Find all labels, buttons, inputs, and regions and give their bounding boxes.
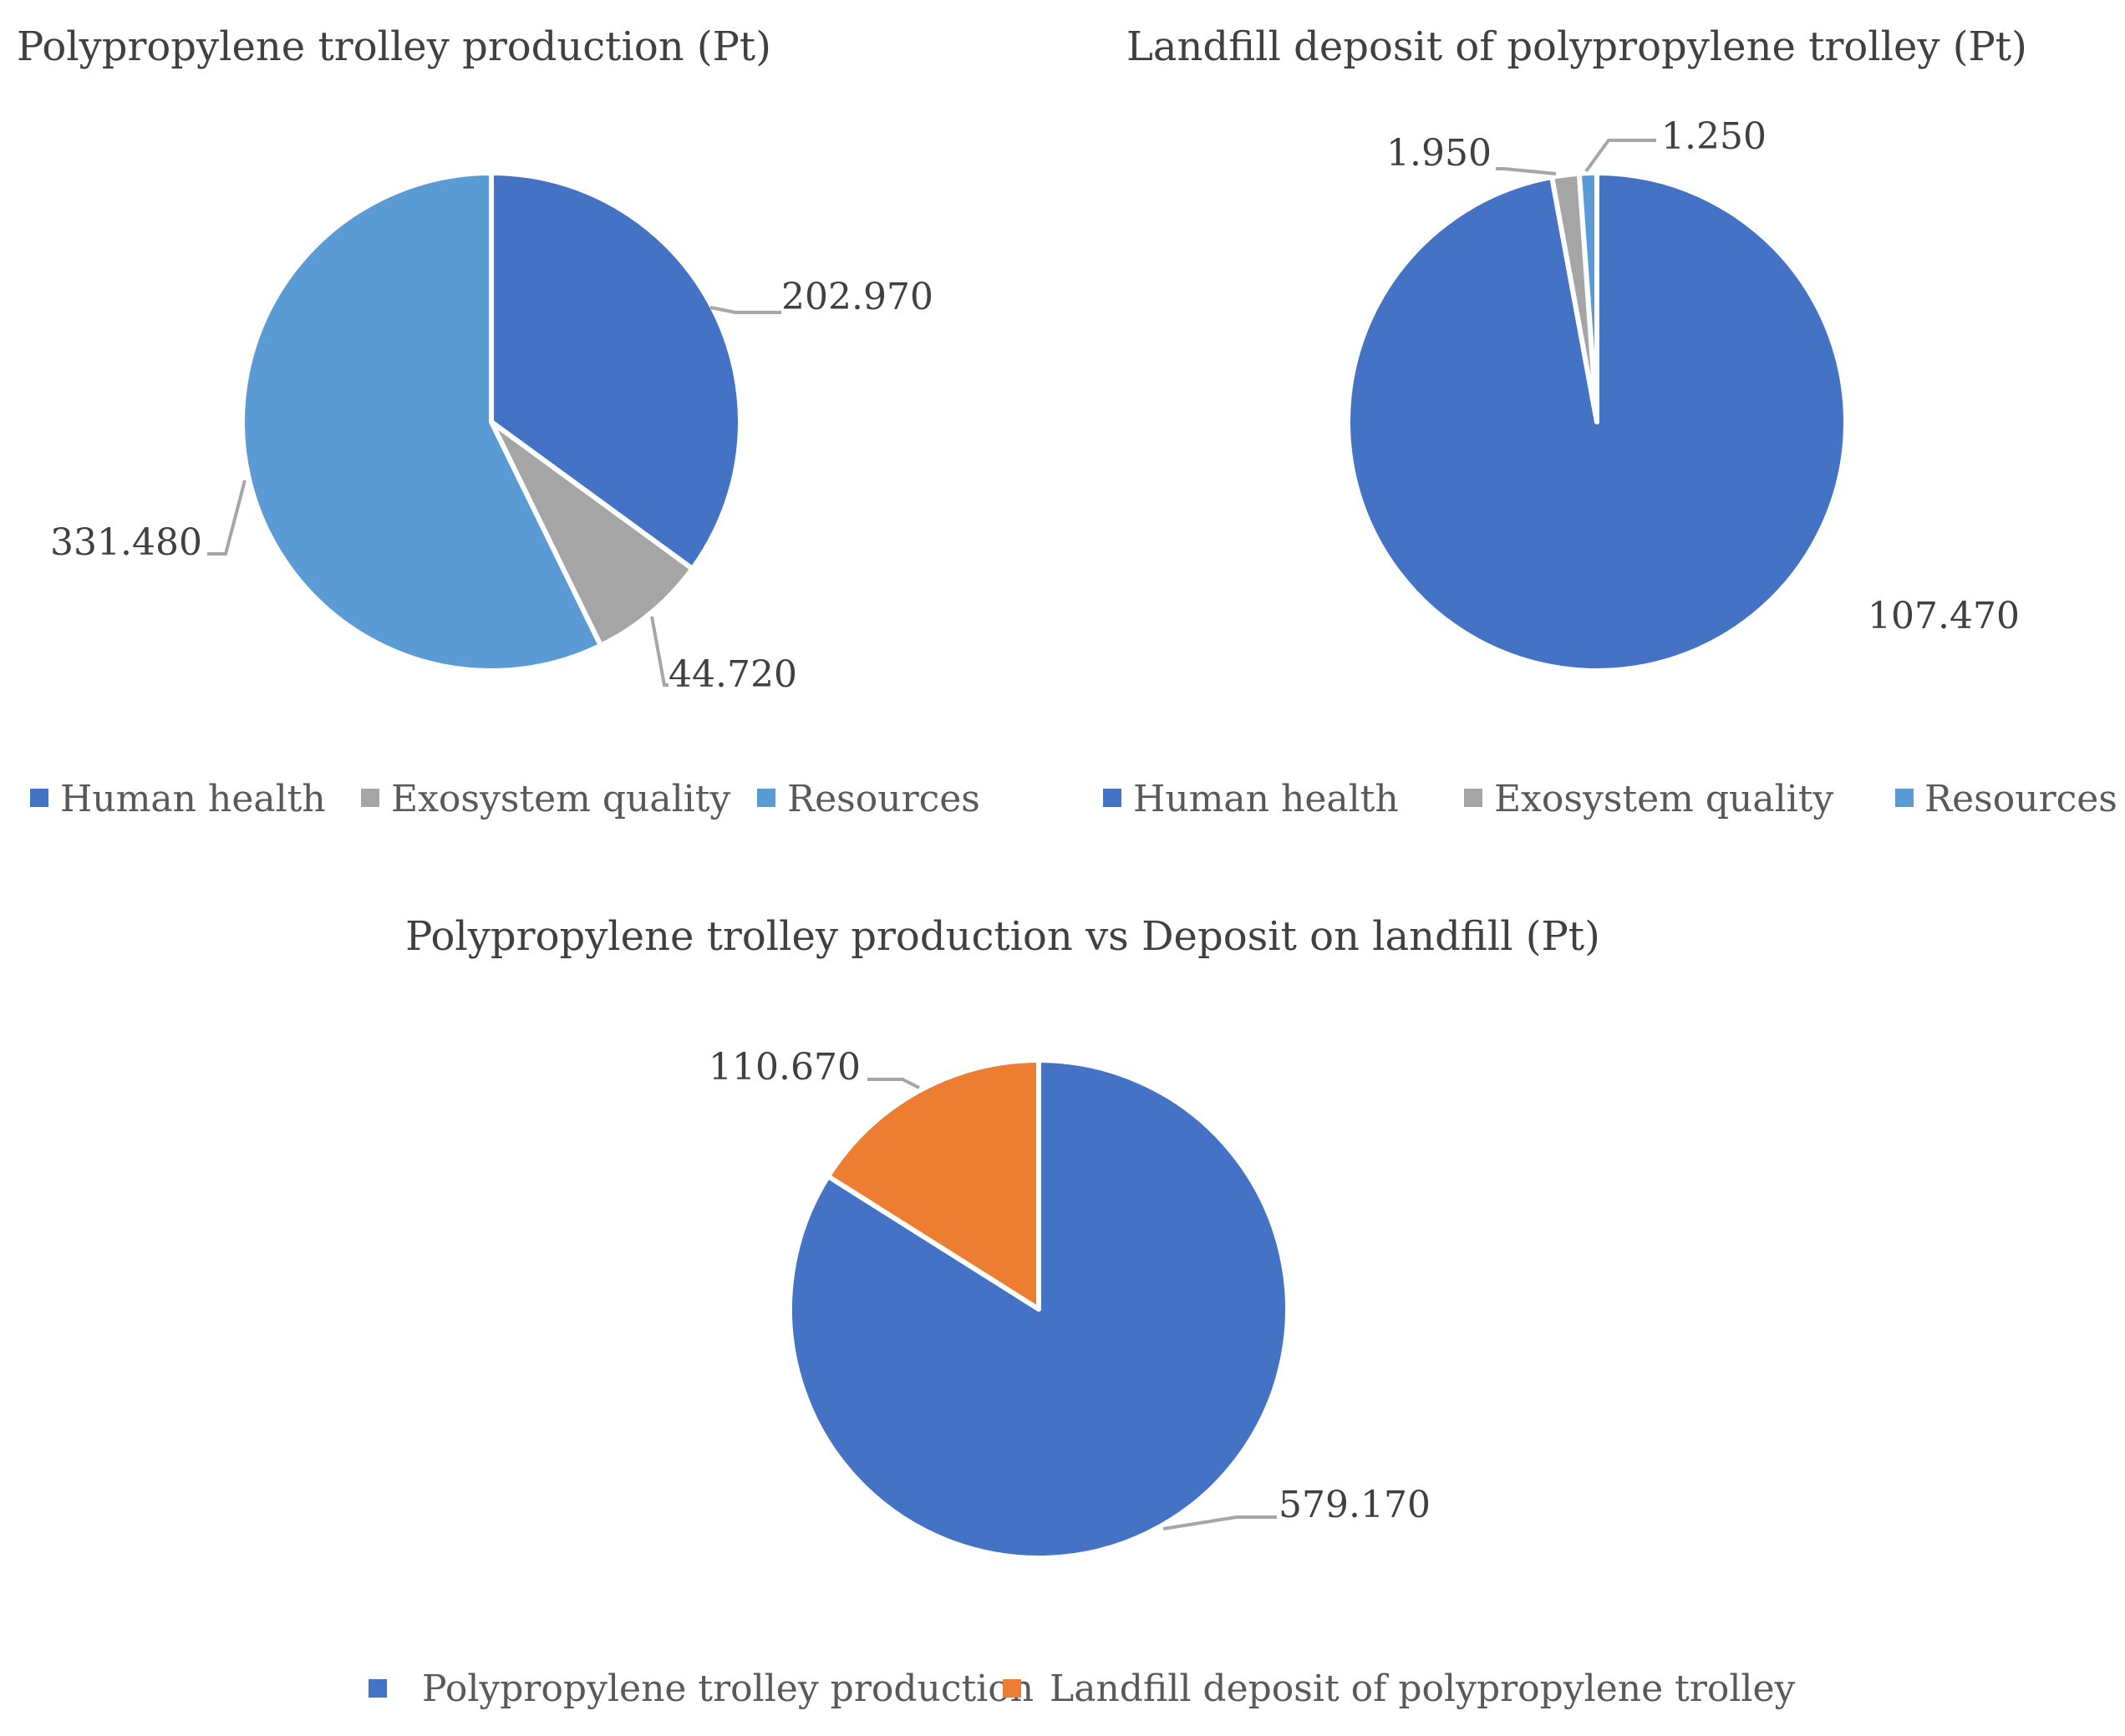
legend: Human health Exosystem quality Resources [30, 778, 980, 820]
leader-line [1162, 1515, 1277, 1530]
leader-line [1496, 167, 1557, 175]
chart-comparison: Polypropylene trolley production vs Depo… [369, 913, 1796, 1710]
legend-label: Polypropylene trolley production [422, 1667, 1034, 1710]
data-label-production: 579.170 [1279, 1484, 1431, 1526]
legend-swatch [369, 1679, 387, 1698]
pie-slices [240, 170, 743, 673]
chart-production: Polypropylene trolley production (Pt) 20… [17, 23, 980, 820]
pie-slice-exosystem-quality [489, 419, 695, 648]
leader-line [867, 1078, 920, 1089]
leader-line [207, 480, 247, 556]
data-label-resources: 1.250 [1661, 115, 1767, 158]
legend: Human health Exosystem quality Resources [1103, 778, 2117, 820]
leader-line [1584, 139, 1656, 173]
legend-swatch [757, 789, 775, 807]
chart-landfill: Landfill deposit of polypropylene trolle… [1103, 23, 2117, 820]
legend-label: Exosystem quality [391, 778, 730, 820]
legend-label: Landfill deposit of polypropylene trolle… [1050, 1667, 1796, 1710]
legend-swatch [1464, 789, 1482, 807]
pie-slices [1345, 170, 1848, 673]
chart-title: Polypropylene trolley production (Pt) [17, 23, 771, 70]
chart-title: Polypropylene trolley production vs Depo… [405, 913, 1600, 960]
data-label-human-health: 202.970 [781, 276, 933, 318]
pie-slice-resources [240, 170, 603, 673]
data-label-landfill: 110.670 [709, 1046, 861, 1089]
pie-slice-resources [1576, 170, 1599, 424]
data-label-exosystem-quality: 44.720 [669, 653, 797, 696]
legend: Polypropylene trolley production Landfil… [369, 1667, 1796, 1710]
legend-swatch [1003, 1679, 1021, 1698]
legend-swatch [1103, 789, 1121, 807]
legend-label: Resources [1924, 778, 2117, 820]
leader-line [650, 616, 669, 687]
legend-label: Human health [60, 778, 326, 820]
data-label-exosystem-quality: 1.950 [1386, 132, 1492, 175]
leader-line [709, 306, 781, 314]
legend-label: Exosystem quality [1494, 778, 1833, 820]
legend-swatch [30, 789, 48, 807]
legend-label: Human health [1133, 778, 1399, 820]
legend-swatch [1895, 789, 1914, 807]
pie-slices [787, 1058, 1290, 1561]
chart-title: Landfill deposit of polypropylene trolle… [1126, 23, 2027, 70]
legend-label: Resources [787, 778, 980, 820]
data-label-human-health: 107.470 [1868, 595, 2020, 637]
pie-slice-landfill-deposit-of-polypropylene-trolley [825, 1058, 1041, 1312]
data-label-resources: 331.480 [50, 521, 202, 564]
legend-swatch [361, 789, 379, 807]
